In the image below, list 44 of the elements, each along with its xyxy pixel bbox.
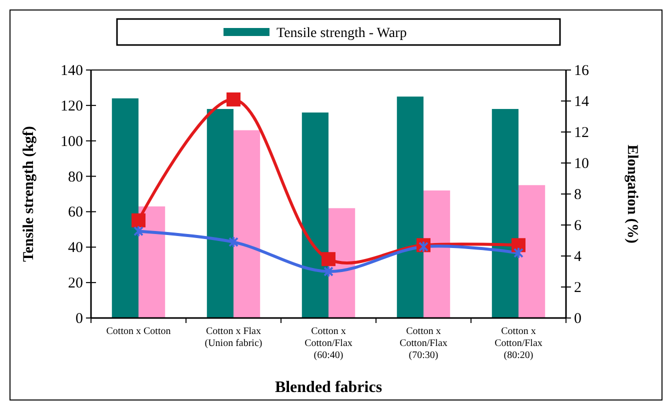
- point: [132, 213, 146, 228]
- x-tick-label: Cotton x Cotton/Flax (80:20): [494, 326, 542, 361]
- x-tick-label: Cotton x Cotton/Flax (70:30): [400, 326, 448, 361]
- y-tick-label: 60: [68, 204, 83, 221]
- y-tick-label: 100: [60, 134, 83, 150]
- y-tick-label: 40: [68, 240, 83, 256]
- point: [418, 240, 428, 253]
- y2-tick-label: 8: [574, 187, 582, 203]
- y2-tick-label: 16: [574, 63, 590, 79]
- bar: [396, 96, 424, 318]
- y2-tick-label: 6: [574, 218, 582, 234]
- point: [134, 225, 144, 238]
- x-tick-label: Cotton x Cotton/Flax (60:40): [304, 326, 352, 361]
- bar: [138, 206, 166, 318]
- y-tick-label: 120: [60, 98, 83, 114]
- bar: [112, 98, 138, 318]
- y2-axis-title: Elongation (%): [624, 144, 640, 244]
- y2-tick-label: 4: [574, 249, 582, 265]
- bar: [302, 112, 328, 318]
- point: [514, 246, 524, 259]
- point: [228, 236, 238, 248]
- point: [324, 266, 334, 278]
- y-tick-label: 80: [68, 169, 83, 186]
- point: [322, 252, 336, 266]
- x-tick-label: Cotton x Cotton: [106, 326, 171, 337]
- point: [226, 92, 240, 106]
- bar: [424, 190, 450, 318]
- x-tick-label: Cotton x Flax (Union fabric): [204, 326, 262, 349]
- y-tick-label: 20: [68, 276, 83, 292]
- y2-tick-label: 12: [574, 125, 589, 141]
- bar: [492, 108, 518, 318]
- y-axis-title: Tensile strength (kgf): [21, 126, 37, 262]
- y2-tick-label: 10: [574, 156, 589, 172]
- legend-label: Tensile strength - Warp: [276, 26, 407, 41]
- y-tick-label: 140: [60, 63, 83, 79]
- bar: [206, 108, 234, 318]
- y2-tick-label: 14: [574, 94, 590, 110]
- x-axis-title: Blended fabrics: [274, 379, 382, 396]
- y-tick-label: 0: [76, 311, 83, 327]
- bar: [234, 130, 260, 318]
- bar: [328, 208, 356, 318]
- bar: [518, 185, 546, 318]
- y2-tick-label: 2: [574, 280, 582, 296]
- y2-tick-label: 0: [574, 311, 582, 327]
